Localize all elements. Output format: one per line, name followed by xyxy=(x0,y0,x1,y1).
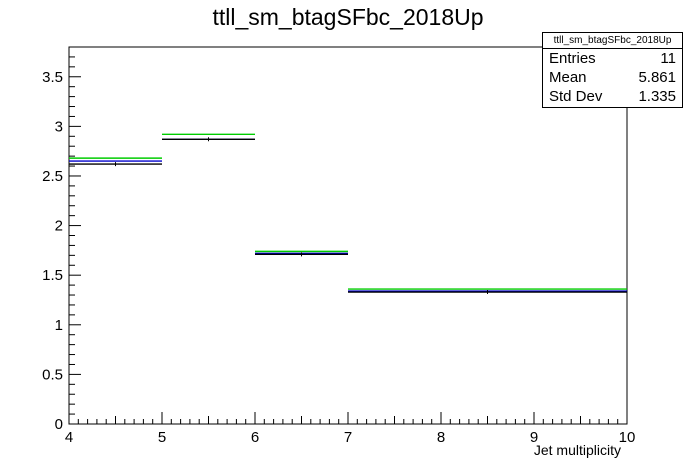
stats-box-title: ttll_sm_btagSFbc_2018Up xyxy=(543,33,682,49)
stats-entries-row: Entries 11 xyxy=(543,49,682,68)
x-tick-label: 6 xyxy=(251,429,259,446)
stats-mean-value: 5.861 xyxy=(638,69,676,86)
x-axis-title: Jet multiplicity xyxy=(534,442,621,458)
chart-title: ttll_sm_btagSFbc_2018Up xyxy=(212,4,484,30)
stats-entries-label: Entries xyxy=(549,50,596,67)
stats-stddev-label: Std Dev xyxy=(549,88,603,105)
y-tick-label: 2.5 xyxy=(42,168,63,185)
y-tick-label: 1 xyxy=(55,317,63,334)
stats-entries-value: 11 xyxy=(660,50,676,67)
y-tick-label: 3.5 xyxy=(42,69,63,86)
stats-box: ttll_sm_btagSFbc_2018Up Entries 11 Mean … xyxy=(542,32,683,108)
stats-mean-label: Mean xyxy=(549,69,587,86)
stats-mean-row: Mean 5.861 xyxy=(543,68,682,87)
stats-stddev-row: Std Dev 1.335 xyxy=(543,87,682,106)
y-tick-label: 0 xyxy=(55,416,63,433)
y-tick-label: 1.5 xyxy=(42,267,63,284)
x-tick-label: 5 xyxy=(158,429,166,446)
x-tick-label: 9 xyxy=(530,429,538,446)
x-tick-label: 10 xyxy=(619,429,636,446)
stats-stddev-value: 1.335 xyxy=(638,88,676,105)
x-tick-label: 4 xyxy=(65,429,73,446)
x-tick-label: 8 xyxy=(437,429,445,446)
y-tick-label: 0.5 xyxy=(42,366,63,383)
x-tick-label: 7 xyxy=(344,429,352,446)
y-tick-label: 3 xyxy=(55,118,63,135)
y-tick-label: 2 xyxy=(55,218,63,235)
